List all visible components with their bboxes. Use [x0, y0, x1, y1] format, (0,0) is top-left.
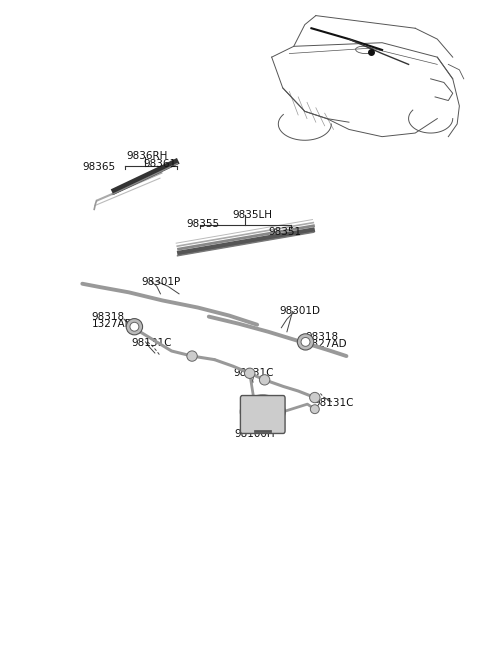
Text: 98131C: 98131C	[132, 338, 172, 348]
Text: 98131C: 98131C	[313, 397, 353, 407]
Text: 1327AD: 1327AD	[92, 319, 133, 328]
Ellipse shape	[310, 392, 320, 403]
Text: 1327AD: 1327AD	[305, 339, 347, 349]
Text: 98351: 98351	[268, 227, 301, 237]
Text: 98301D: 98301D	[279, 306, 321, 315]
Ellipse shape	[130, 323, 139, 331]
Text: 98131C: 98131C	[233, 369, 274, 378]
Ellipse shape	[311, 405, 319, 414]
Text: 98318: 98318	[92, 311, 125, 322]
Text: 9836RH: 9836RH	[126, 150, 168, 161]
Ellipse shape	[240, 395, 285, 428]
Text: 9835LH: 9835LH	[232, 210, 272, 221]
Text: 98355: 98355	[186, 219, 220, 229]
Text: 98361: 98361	[144, 159, 177, 169]
Text: 98100H: 98100H	[234, 429, 275, 439]
Ellipse shape	[244, 368, 255, 378]
Ellipse shape	[301, 338, 310, 346]
Ellipse shape	[297, 334, 314, 350]
Text: 98301P: 98301P	[141, 277, 180, 287]
Text: 98318: 98318	[305, 332, 339, 342]
Text: 98365: 98365	[83, 162, 116, 172]
Ellipse shape	[187, 351, 197, 361]
Ellipse shape	[126, 319, 143, 335]
Ellipse shape	[259, 374, 270, 385]
FancyBboxPatch shape	[240, 396, 285, 434]
